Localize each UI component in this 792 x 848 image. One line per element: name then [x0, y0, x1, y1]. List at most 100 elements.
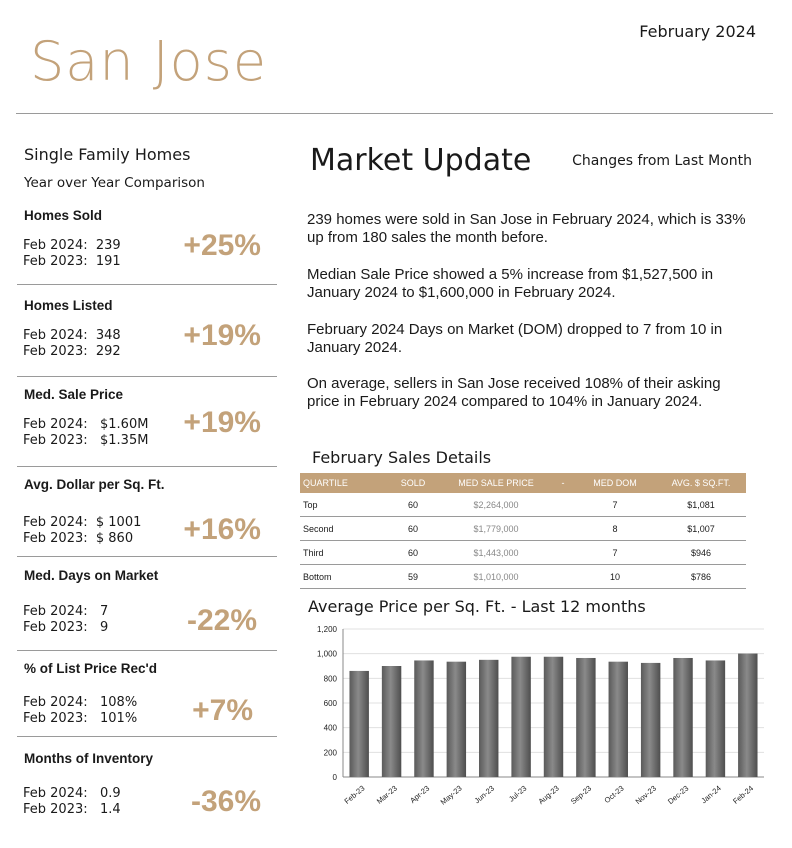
stat-title: % of List Price Rec'd: [24, 661, 157, 676]
city-title: San Jose: [30, 30, 268, 93]
stat-prior: Feb 2023: 101%: [23, 711, 138, 726]
cell-med-dom: 7: [574, 493, 656, 517]
y-tick-label: 0: [333, 773, 338, 782]
y-tick-label: 600: [324, 699, 338, 708]
x-tick-label: Dec-23: [666, 784, 690, 806]
col-header: QUARTILE: [300, 473, 386, 493]
stat-title: Med. Sale Price: [24, 387, 124, 402]
col-header: -: [552, 473, 574, 493]
bar: [640, 662, 661, 777]
cell-avg-sqft: $1,007: [656, 516, 746, 541]
chart-title: Average Price per Sq. Ft. - Last 12 mont…: [308, 597, 646, 616]
yoy-subheading: Year over Year Comparison: [24, 175, 205, 191]
cell-quartile: Third: [300, 540, 386, 565]
cell-sold: 59: [386, 564, 440, 589]
cell-med-sale-price: $1,443,000: [440, 540, 552, 565]
cell-med-sale-price: $1,010,000: [440, 564, 552, 589]
table-row: Top 60 $2,264,000 7 $1,081: [300, 493, 746, 517]
stat-divider: [17, 376, 277, 377]
cell-med-sale-price: $2,264,000: [440, 493, 552, 517]
market-update-subtitle: Changes from Last Month: [572, 153, 752, 169]
stat-divider: [17, 466, 277, 467]
stat-current: Feb 2024: $ 1001: [23, 515, 142, 530]
stat-current: Feb 2024: 7: [23, 604, 109, 619]
stat-prior: Feb 2023: 9: [23, 620, 109, 635]
stat-divider: [17, 284, 277, 285]
stat-prior: Feb 2023: 1.4: [23, 802, 121, 817]
sales-details-table: QUARTILE SOLD MED SALE PRICE - MED DOM A…: [300, 473, 746, 589]
table-row: Bottom 59 $1,010,000 10 $786: [300, 564, 746, 589]
stat-divider: [17, 556, 277, 557]
x-tick-label: Mar-23: [375, 784, 399, 806]
y-tick-label: 800: [324, 674, 338, 683]
cell-med-sale-price: $1,779,000: [440, 516, 552, 541]
stat-prior: Feb 2023: 292: [23, 344, 121, 359]
stat-change: +16%: [183, 513, 261, 546]
stat-title: Med. Days on Market: [24, 568, 159, 583]
stat-divider: [17, 736, 277, 737]
col-header: SOLD: [386, 473, 440, 493]
cell-spacer: [552, 540, 574, 565]
y-tick-label: 400: [324, 724, 338, 733]
bar: [414, 660, 434, 777]
bar: [349, 670, 369, 777]
cell-sold: 60: [386, 516, 440, 541]
x-tick-label: Jun-23: [473, 784, 496, 806]
bar: [381, 666, 402, 777]
update-paragraph: 239 homes were sold in San Jose in Febru…: [307, 211, 746, 246]
price-per-sqft-chart: 0 200 400 600 800 1,000 1,200 Feb-23 Mar-23 Apr-2…: [317, 625, 764, 807]
x-tick-label: Aug-23: [536, 784, 560, 806]
stat-title: Homes Listed: [24, 298, 113, 313]
bar: [705, 660, 726, 777]
bar: [673, 657, 693, 777]
x-tick-label: Nov-23: [634, 784, 658, 806]
table-header-row: QUARTILE SOLD MED SALE PRICE - MED DOM A…: [300, 473, 746, 493]
x-tick-label: Jan-24: [699, 784, 722, 806]
bar: [738, 653, 758, 777]
stat-change: +19%: [183, 406, 261, 439]
stat-divider: [17, 650, 277, 651]
stat-change: +25%: [183, 229, 261, 262]
stat-prior: Feb 2023: 191: [23, 254, 121, 269]
bar: [511, 656, 531, 777]
cell-quartile: Top: [300, 493, 386, 517]
cell-spacer: [552, 564, 574, 589]
x-tick-label: Apr-23: [408, 784, 431, 805]
x-tick-label: May-23: [439, 784, 464, 807]
x-tick-label: Feb-24: [731, 784, 755, 806]
stat-title: Homes Sold: [24, 208, 103, 223]
cell-med-dom: 8: [574, 516, 656, 541]
y-tick-label: 200: [324, 748, 338, 757]
cell-med-dom: 10: [574, 564, 656, 589]
table-row: Third 60 $1,443,000 7 $946: [300, 540, 746, 565]
stat-current: Feb 2024: 108%: [23, 695, 138, 710]
bar: [576, 657, 596, 777]
x-tick-label: Sep-23: [569, 784, 593, 806]
stat-prior: Feb 2023: $1.35M: [23, 433, 149, 448]
col-header: MED SALE PRICE: [440, 473, 552, 493]
bar: [543, 656, 564, 777]
update-paragraph: February 2024 Days on Market (DOM) dropp…: [307, 321, 723, 356]
cell-sold: 60: [386, 540, 440, 565]
y-tick-label: 1,000: [317, 650, 338, 659]
cell-avg-sqft: $786: [656, 564, 746, 589]
cell-med-dom: 7: [574, 540, 656, 565]
stat-current: Feb 2024: $1.60M: [23, 417, 149, 432]
cell-avg-sqft: $946: [656, 540, 746, 565]
sales-details-title: February Sales Details: [312, 448, 492, 467]
stat-change: -22%: [186, 604, 257, 637]
stat-prior: Feb 2023: $ 860: [23, 531, 134, 546]
stat-change: +7%: [192, 694, 253, 727]
table-row: Second 60 $1,779,000 8 $1,007: [300, 516, 746, 541]
report-date: February 2024: [639, 22, 756, 41]
stat-change: +19%: [183, 319, 261, 352]
x-tick-label: Jul-23: [507, 784, 528, 804]
x-tick-label: Oct-23: [603, 784, 626, 805]
stat-current: Feb 2024: 348: [23, 328, 121, 343]
bar: [608, 661, 628, 777]
stat-current: Feb 2024: 0.9: [23, 786, 121, 801]
stat-change: -36%: [190, 785, 261, 818]
market-update-title: Market Update: [310, 143, 532, 178]
x-tick-label: Feb-23: [342, 784, 366, 806]
bar: [479, 659, 499, 777]
